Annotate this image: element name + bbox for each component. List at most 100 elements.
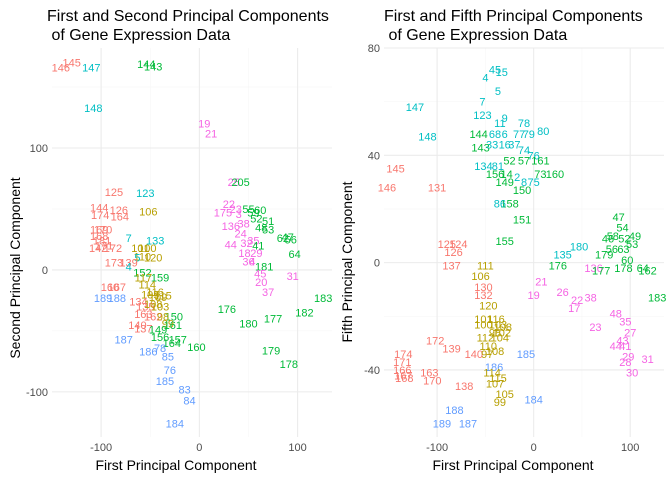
data-point-label: 189 <box>94 293 112 305</box>
data-point-label: 44 <box>225 239 237 251</box>
data-point-label: 60 <box>621 255 633 267</box>
data-point-label: 146 <box>378 183 396 195</box>
data-point-label: 174 <box>91 210 109 222</box>
data-point-label: 68 <box>489 129 501 141</box>
data-point-label: 137 <box>134 323 152 335</box>
x-axis-title: First Principal Component <box>432 457 593 473</box>
data-point-label: 101 <box>131 243 149 255</box>
data-point-label: 77 <box>513 129 525 141</box>
data-point-label: 157 <box>169 334 187 346</box>
data-point-label: 188 <box>445 405 463 417</box>
data-point-label: 168 <box>90 231 108 243</box>
data-point-label: 205 <box>231 177 249 189</box>
data-point-label: 80 <box>537 126 549 138</box>
x-tick-label: 100 <box>288 442 306 454</box>
data-point-label: 144 <box>469 129 487 141</box>
data-point-label: 115 <box>489 373 507 385</box>
data-point-label: 164 <box>111 211 129 223</box>
data-point-label: 76 <box>164 365 176 377</box>
data-point-label: 177 <box>592 266 610 278</box>
data-point-label: 63 <box>617 244 629 256</box>
data-point-label: 14 <box>500 169 512 181</box>
data-point-label: 41 <box>619 341 631 353</box>
data-point-label: 116 <box>146 287 164 299</box>
data-point-label: 136 <box>222 221 240 233</box>
grid <box>384 47 664 437</box>
data-point-label: 30 <box>626 368 638 380</box>
chart-title-line1: First and Fifth Principal Components <box>384 8 643 25</box>
data-point-label: 76 <box>528 150 540 162</box>
data-point-label: 37 <box>508 140 520 152</box>
data-point-label: 75 <box>528 177 540 189</box>
y-tick-labels: -100 0 100 <box>26 143 48 399</box>
data-point-label: 126 <box>110 205 128 217</box>
data-point-label: 116 <box>487 314 505 326</box>
data-point-label: 115 <box>154 291 172 303</box>
data-point-label: 134 <box>129 297 147 309</box>
data-point-label: 83 <box>179 384 191 396</box>
plot-area <box>384 48 664 437</box>
data-point-label: 176 <box>218 304 236 316</box>
data-point-label: 179 <box>595 250 613 262</box>
y-tick-label: 80 <box>368 43 380 55</box>
data-point-label: 23 <box>230 204 242 216</box>
data-point-label: 60 <box>254 205 266 217</box>
data-point-label: 26 <box>556 287 568 299</box>
data-point-label: 163 <box>420 368 438 380</box>
data-point-label: 189 <box>433 419 451 431</box>
data-point-label: 145 <box>386 164 404 176</box>
data-point-label: 137 <box>442 260 460 272</box>
data-point-label: 74 <box>518 145 530 157</box>
data-point-label: 134 <box>474 161 492 173</box>
data-point-label: 167 <box>108 282 126 294</box>
data-point-label: 152 <box>133 267 151 279</box>
data-point-label: 64 <box>289 249 301 261</box>
x-tick-labels: -100 0 100 <box>426 442 639 454</box>
data-point-label: 4 <box>249 256 255 268</box>
data-point-label: 173 <box>105 258 123 270</box>
data-point-label: 182 <box>295 308 313 320</box>
data-point-label: 143 <box>144 61 162 73</box>
data-point-label: 126 <box>444 247 462 259</box>
data-point-label: 110 <box>134 252 152 264</box>
data-point-label: 161 <box>531 156 549 168</box>
y-axis-title: Second Principal Component <box>7 177 23 358</box>
data-point-label: 105 <box>496 389 514 401</box>
data-point-label: 131 <box>428 183 446 195</box>
data-point-label: 79 <box>523 129 535 141</box>
data-point-label: 185 <box>156 376 174 388</box>
x-tick-label: -100 <box>426 442 448 454</box>
data-point-label: 100 <box>138 243 156 255</box>
data-point-label: 19 <box>528 290 540 302</box>
data-point-label: 148 <box>84 103 102 115</box>
data-point-label: 108 <box>144 299 162 311</box>
y-axis-title: Fifth Principal Component <box>339 181 355 342</box>
data-point-label: 97 <box>481 349 493 361</box>
data-point-label: 187 <box>115 334 133 346</box>
data-point-label: 135 <box>553 250 571 262</box>
data-point-label: 17 <box>568 303 580 315</box>
data-point-label: 139 <box>442 343 460 355</box>
data-point-label: 145 <box>62 58 80 70</box>
data-point-label: 55 <box>242 204 254 216</box>
data-point-label: 15 <box>496 67 508 79</box>
data-point-label: 117 <box>135 272 153 284</box>
data-point-label: 114 <box>483 368 501 380</box>
data-point-label: 35 <box>619 317 631 329</box>
data-point-label: 178 <box>280 359 298 371</box>
data-point-label: 188 <box>108 293 126 305</box>
x-tick-label: 0 <box>531 442 537 454</box>
data-point-label: 183 <box>648 292 666 304</box>
data-point-label: 140 <box>128 320 146 332</box>
data-point-label: 52 <box>503 156 515 168</box>
data-point-label: 99 <box>162 319 174 331</box>
data-point-label: 3 <box>236 209 242 221</box>
data-point-label: 180 <box>239 319 257 331</box>
data-point-label: 144 <box>90 203 108 215</box>
chart-title-line1: First and Second Principal Components <box>47 8 329 25</box>
data-point-label: 54 <box>616 223 628 235</box>
data-point-label: 144 <box>137 59 155 71</box>
data-point-label: 176 <box>549 260 567 272</box>
data-point-label: 160 <box>187 342 205 354</box>
data-point-label: 33 <box>486 140 498 152</box>
